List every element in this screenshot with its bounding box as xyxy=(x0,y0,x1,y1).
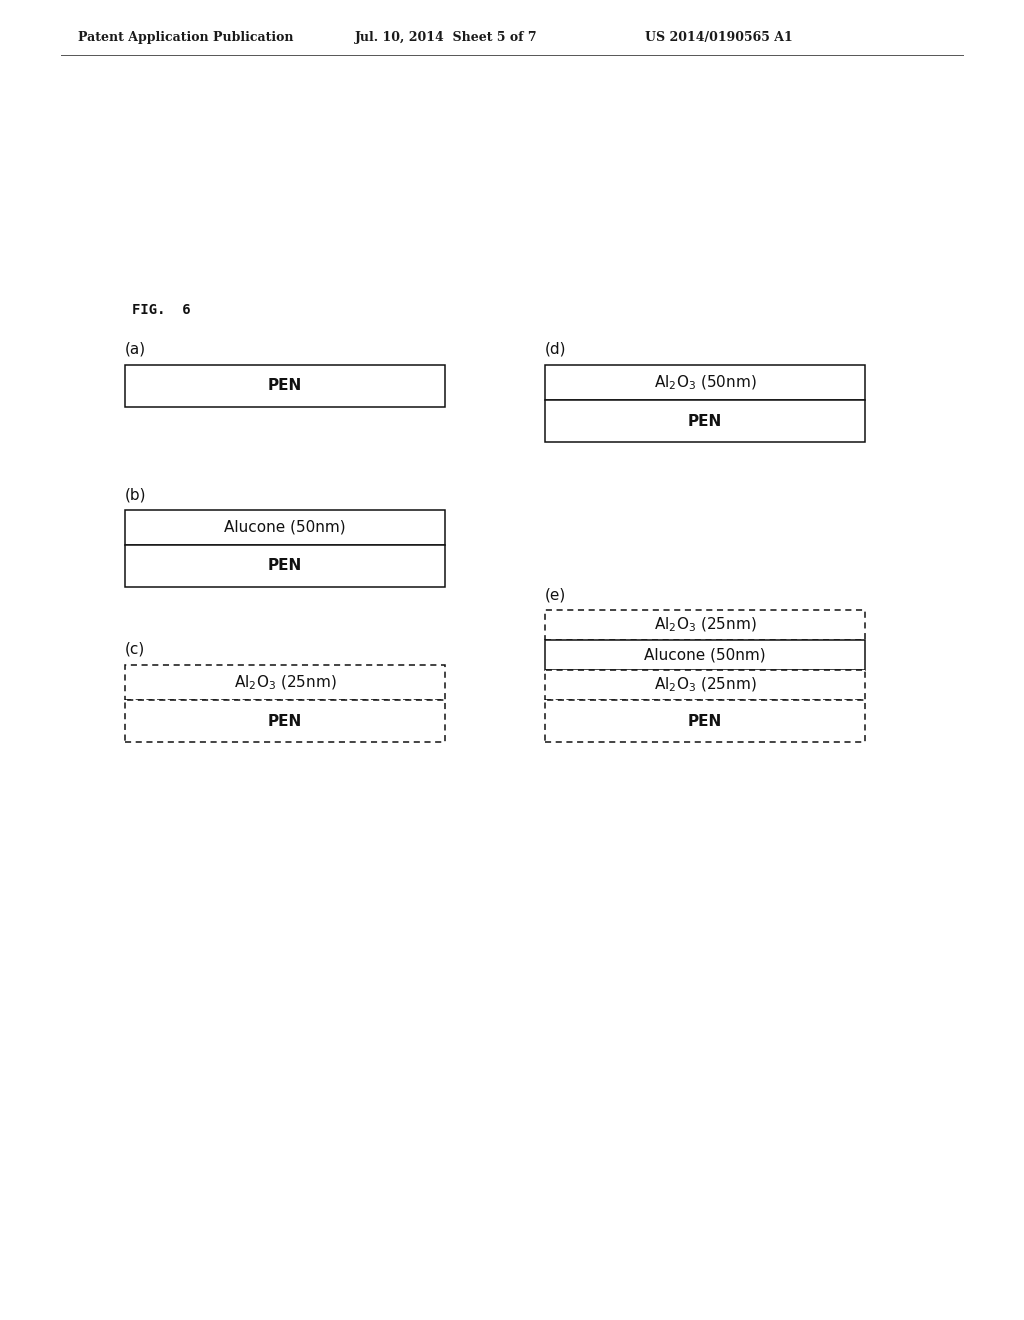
Text: Al$_2$O$_3$ (25nm): Al$_2$O$_3$ (25nm) xyxy=(653,616,757,634)
Text: PEN: PEN xyxy=(688,714,722,729)
Text: PEN: PEN xyxy=(268,714,302,729)
Text: (a): (a) xyxy=(125,342,146,356)
Bar xyxy=(125,366,445,407)
Text: (b): (b) xyxy=(125,487,146,502)
Bar xyxy=(545,640,865,671)
Bar xyxy=(545,610,865,640)
Text: Al$_2$O$_3$ (25nm): Al$_2$O$_3$ (25nm) xyxy=(653,676,757,694)
Text: PEN: PEN xyxy=(688,413,722,429)
Text: Alucone (50nm): Alucone (50nm) xyxy=(644,648,766,663)
Text: FIG.  6: FIG. 6 xyxy=(132,304,190,317)
Text: US 2014/0190565 A1: US 2014/0190565 A1 xyxy=(645,32,793,45)
Text: Patent Application Publication: Patent Application Publication xyxy=(78,32,294,45)
Bar xyxy=(545,366,865,400)
Bar xyxy=(545,671,865,700)
Bar xyxy=(545,700,865,742)
Bar xyxy=(125,700,445,742)
Bar xyxy=(125,545,445,587)
Text: (e): (e) xyxy=(545,587,566,602)
Bar xyxy=(125,510,445,545)
Text: Alucone (50nm): Alucone (50nm) xyxy=(224,520,346,535)
Text: (c): (c) xyxy=(125,642,145,657)
Text: PEN: PEN xyxy=(268,558,302,573)
Text: Al$_2$O$_3$ (50nm): Al$_2$O$_3$ (50nm) xyxy=(653,374,757,392)
Text: Jul. 10, 2014  Sheet 5 of 7: Jul. 10, 2014 Sheet 5 of 7 xyxy=(355,32,538,45)
Text: (d): (d) xyxy=(545,342,566,356)
Text: Al$_2$O$_3$ (25nm): Al$_2$O$_3$ (25nm) xyxy=(233,673,337,692)
Bar xyxy=(545,400,865,442)
Text: PEN: PEN xyxy=(268,379,302,393)
Bar xyxy=(125,665,445,700)
